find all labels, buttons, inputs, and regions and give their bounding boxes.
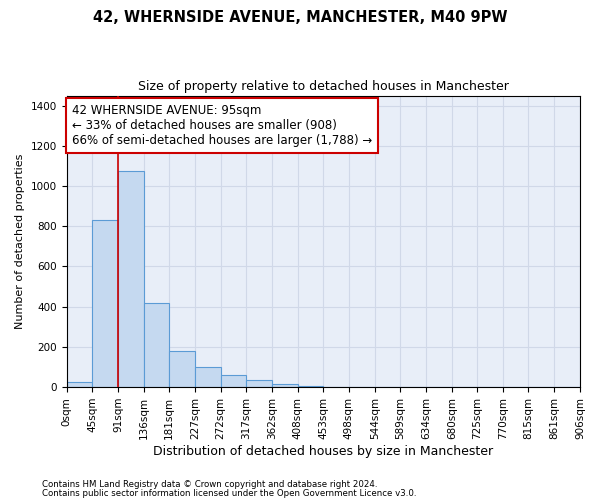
Text: 42, WHERNSIDE AVENUE, MANCHESTER, M40 9PW: 42, WHERNSIDE AVENUE, MANCHESTER, M40 9P…	[93, 10, 507, 25]
Bar	[92, 220, 118, 387]
Text: Contains public sector information licensed under the Open Government Licence v3: Contains public sector information licen…	[42, 488, 416, 498]
Title: Size of property relative to detached houses in Manchester: Size of property relative to detached ho…	[138, 80, 509, 93]
Text: Contains HM Land Registry data © Crown copyright and database right 2024.: Contains HM Land Registry data © Crown c…	[42, 480, 377, 489]
Text: 42 WHERNSIDE AVENUE: 95sqm
← 33% of detached houses are smaller (908)
66% of sem: 42 WHERNSIDE AVENUE: 95sqm ← 33% of deta…	[71, 104, 372, 148]
X-axis label: Distribution of detached houses by size in Manchester: Distribution of detached houses by size …	[153, 444, 493, 458]
Bar	[67, 382, 92, 387]
Bar	[221, 376, 246, 387]
Bar	[298, 386, 323, 387]
Bar	[143, 302, 169, 387]
Bar	[246, 380, 272, 387]
Bar	[195, 367, 221, 387]
Y-axis label: Number of detached properties: Number of detached properties	[15, 154, 25, 329]
Bar	[118, 171, 143, 387]
Bar	[272, 384, 298, 387]
Bar	[169, 351, 195, 387]
